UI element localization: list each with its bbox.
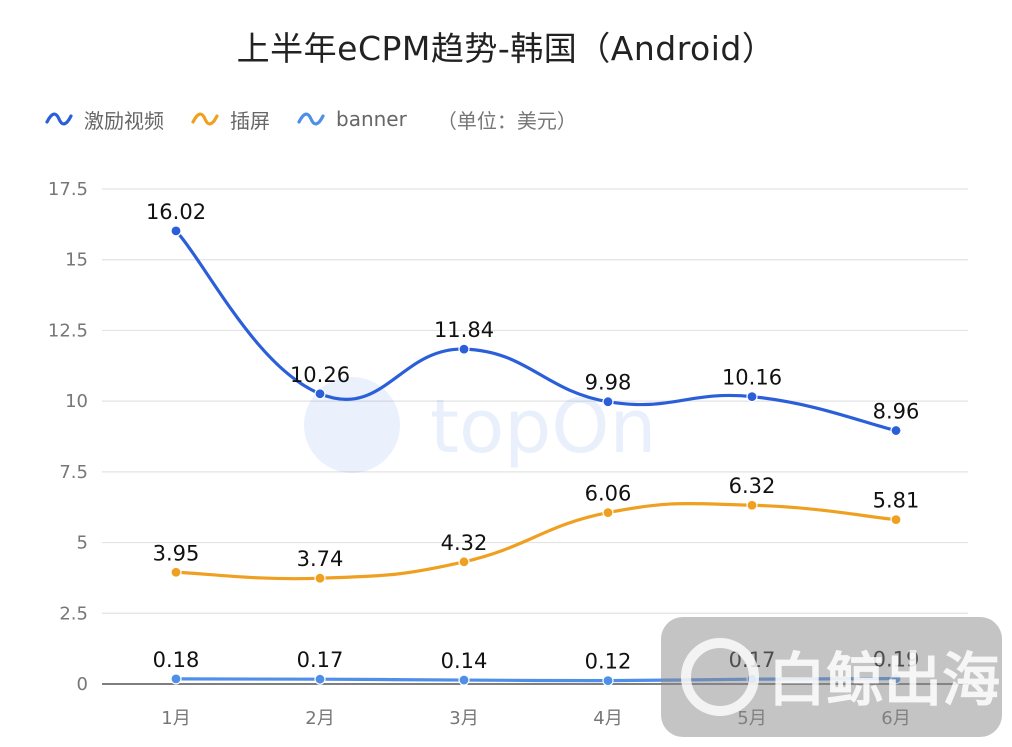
data-label: 9.98 — [585, 371, 632, 395]
data-point[interactable] — [314, 572, 326, 584]
data-label: 4.32 — [441, 531, 488, 555]
baijing-watermark: 白鲸出海 — [661, 617, 1002, 737]
data-point[interactable] — [746, 391, 758, 403]
y-axis: 0 2.5 5 7.5 10 12.5 15 17.5 — [48, 179, 88, 695]
y-tick-label: 10 — [65, 391, 88, 412]
y-tick-label: 2.5 — [59, 603, 88, 624]
data-label: 0.14 — [441, 649, 488, 673]
legend-wave-icon — [45, 112, 73, 126]
x-tick-label: 4月 — [593, 708, 622, 729]
data-point[interactable] — [602, 396, 614, 408]
data-point[interactable] — [746, 499, 758, 511]
data-label: 6.06 — [585, 482, 632, 506]
y-tick-label: 15 — [65, 250, 88, 271]
legend-label-series-2: 插屏 — [230, 108, 270, 133]
data-label: 8.96 — [873, 400, 920, 424]
data-point[interactable] — [602, 675, 614, 687]
data-point[interactable] — [314, 388, 326, 400]
data-point[interactable] — [458, 343, 470, 355]
watermark-text: 白鲸出海 — [768, 646, 1000, 714]
legend-wave-icon — [297, 112, 325, 126]
topon-watermark-text: topOn — [430, 384, 656, 470]
data-point[interactable] — [170, 566, 182, 578]
data-label: 3.95 — [153, 541, 200, 565]
legend-label-series-3: banner — [336, 107, 407, 131]
data-point[interactable] — [890, 514, 902, 526]
data-point[interactable] — [170, 225, 182, 237]
y-tick-label: 17.5 — [48, 179, 88, 200]
unit-note: （单位：美元） — [436, 108, 577, 133]
y-tick-label: 5 — [77, 533, 88, 554]
data-label: 0.17 — [297, 648, 344, 672]
y-tick-label: 0 — [77, 674, 88, 695]
data-label: 5.81 — [873, 489, 920, 513]
data-point[interactable] — [890, 424, 902, 437]
data-label: 3.74 — [297, 547, 344, 571]
data-point[interactable] — [602, 506, 614, 519]
x-tick-label: 3月 — [449, 708, 478, 729]
y-tick-label: 12.5 — [48, 320, 88, 341]
topon-watermark: topOn — [304, 377, 656, 473]
topon-logo-icon — [304, 377, 400, 473]
data-label: 16.02 — [146, 200, 206, 224]
data-label: 6.32 — [729, 474, 776, 498]
data-point[interactable] — [314, 673, 326, 685]
data-label: 0.12 — [585, 650, 632, 674]
watermark-badge — [661, 617, 1002, 737]
series-line-2 — [174, 501, 898, 581]
data-point[interactable] — [458, 674, 470, 686]
legend-item-series-2[interactable]: 插屏 — [190, 105, 270, 134]
data-point[interactable] — [170, 673, 182, 685]
whale-logo-icon — [681, 638, 759, 716]
data-label: 10.16 — [722, 366, 782, 390]
series-line-1 — [174, 229, 898, 433]
legend-label-series-1: 激励视频 — [84, 108, 164, 133]
data-point[interactable] — [458, 556, 470, 568]
data-label: 11.84 — [434, 318, 494, 342]
data-label: 10.26 — [290, 363, 350, 387]
legend-wave-icon — [191, 112, 219, 126]
y-tick-label: 7.5 — [59, 462, 88, 483]
legend-item-series-1[interactable]: 激励视频 — [44, 105, 164, 134]
x-tick-label: 2月 — [305, 708, 334, 729]
data-label: 0.18 — [153, 648, 200, 672]
x-tick-label: 1月 — [161, 708, 190, 729]
chart-title: 上半年eCPM趋势-韩国（Android） — [236, 29, 776, 68]
legend-item-series-3[interactable]: banner — [296, 107, 407, 131]
legend: 激励视频 插屏 banner （单位：美元） — [44, 102, 577, 136]
